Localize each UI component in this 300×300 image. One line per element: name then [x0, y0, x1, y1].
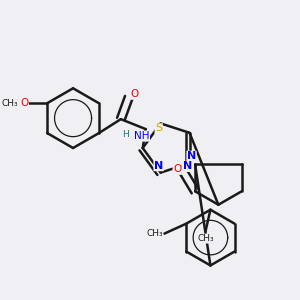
- Text: O: O: [173, 164, 181, 174]
- Text: N: N: [187, 151, 196, 161]
- Text: N: N: [154, 161, 163, 171]
- Text: N: N: [182, 161, 192, 171]
- Text: O: O: [20, 98, 28, 108]
- Text: H: H: [122, 130, 129, 139]
- Text: O: O: [130, 89, 139, 99]
- Text: CH₃: CH₃: [1, 99, 18, 108]
- Text: CH₃: CH₃: [197, 234, 214, 243]
- Text: S: S: [155, 123, 162, 134]
- Text: NH: NH: [134, 131, 149, 141]
- Text: CH₃: CH₃: [146, 229, 163, 238]
